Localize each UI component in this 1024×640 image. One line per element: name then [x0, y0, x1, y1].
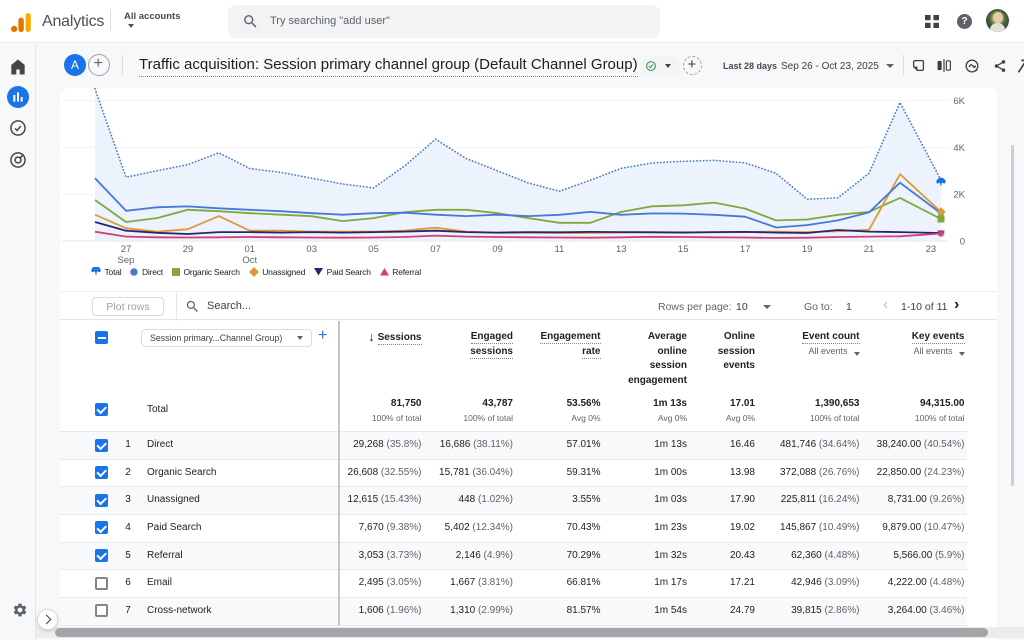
- svg-text:01: 01: [245, 244, 256, 255]
- svg-text:Sep: Sep: [118, 255, 135, 266]
- svg-text:17: 17: [740, 244, 751, 255]
- svg-text:11: 11: [554, 244, 564, 255]
- svg-text:27: 27: [121, 244, 132, 255]
- svg-text:21: 21: [864, 244, 875, 255]
- svg-text:13: 13: [616, 244, 627, 255]
- svg-text:07: 07: [430, 244, 441, 255]
- svg-text:05: 05: [368, 244, 379, 255]
- svg-text:6K: 6K: [953, 96, 965, 107]
- svg-text:03: 03: [306, 244, 317, 255]
- svg-text:09: 09: [492, 244, 503, 255]
- svg-text:4K: 4K: [953, 143, 965, 154]
- svg-text:0: 0: [960, 237, 965, 248]
- svg-text:19: 19: [802, 244, 813, 255]
- svg-text:29: 29: [183, 244, 194, 255]
- svg-text:Oct: Oct: [242, 255, 257, 266]
- svg-text:15: 15: [678, 244, 689, 255]
- svg-text:23: 23: [926, 244, 937, 255]
- svg-text:2K: 2K: [953, 190, 965, 201]
